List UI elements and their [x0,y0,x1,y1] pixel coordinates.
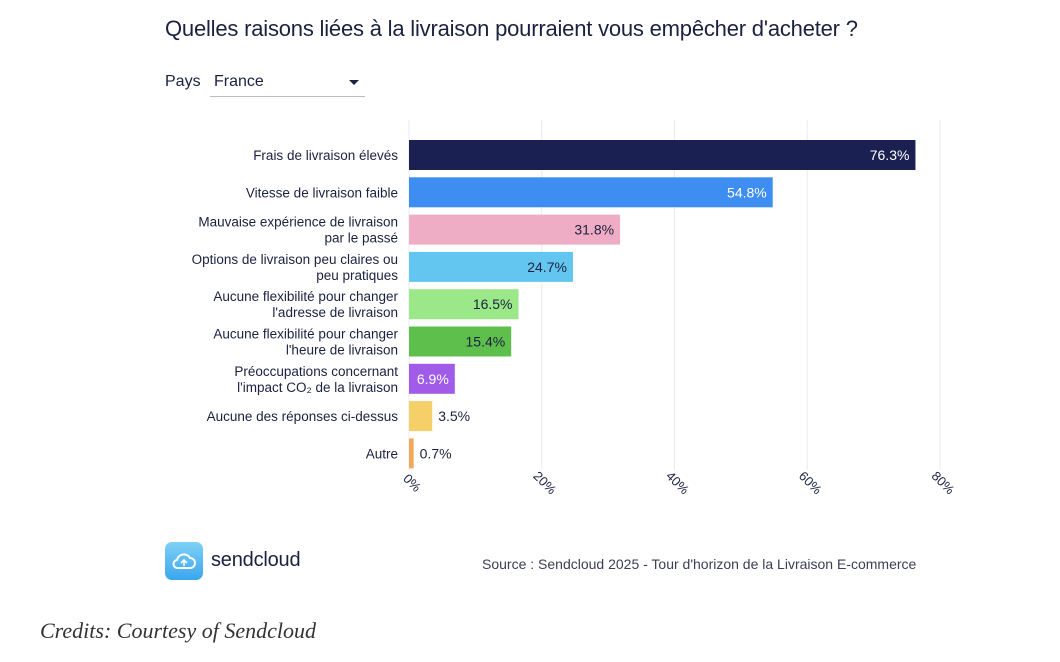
tick-label: 0% [400,471,424,495]
tick-label: 80% [929,468,958,497]
value-label: 3.5% [438,408,470,424]
chevron-down-icon [349,80,359,85]
bar [409,251,573,282]
image-credits: Credits: Courtesy of Sendcloud [40,618,316,643]
bar [409,214,621,245]
category-label: Autre [366,446,398,461]
category-label: Options de livraison peu claires ou peu p… [192,252,399,283]
bar [409,438,414,469]
bar [409,140,916,170]
tick-label: 20% [530,468,559,497]
category-label: Aucune flexibilité pour changer l'adresse… [213,289,398,320]
brand-name: sendcloud [211,549,301,571]
value-label: 16.5% [473,296,513,312]
source-note: Source : Sendcloud 2025 - Tour d'horizon… [482,556,917,572]
tick-label: 60% [796,468,825,497]
value-label: 54.8% [727,184,767,200]
value-label: 76.3% [870,147,910,163]
chart-title: Quelles raisons liées à la livraison pou… [165,16,858,41]
bar [409,177,773,208]
value-label: 6.9% [417,371,449,387]
sendcloud-logo [165,542,203,580]
tick-label: 40% [663,468,692,497]
bar [409,289,519,320]
category-label: Vitesse de livraison faible [246,185,398,200]
bar [409,326,512,357]
category-label: Aucune des réponses ci-dessus [207,409,399,424]
country-select[interactable]: France [210,68,365,97]
country-select-value: France [214,73,264,90]
value-label: 15.4% [466,334,506,350]
bar [409,401,433,432]
value-label: 24.7% [527,259,567,275]
category-label: Frais de livraison élevés [253,148,398,163]
bar-chart: Frais de livraison élevés 76.3% Vitesse de… [192,120,958,498]
country-filter-label: Pays [165,73,201,90]
category-label: Préoccupations concernant l'impact CO₂ de… [234,364,398,395]
bar [409,363,455,394]
cloud-icon [172,553,196,569]
category-label: Mauvaise expérience de livraison par le p… [198,215,398,246]
value-label: 0.7% [420,445,452,461]
category-label: Aucune flexibilité pour changer l'heure d… [213,327,398,358]
value-label: 31.8% [574,222,614,238]
